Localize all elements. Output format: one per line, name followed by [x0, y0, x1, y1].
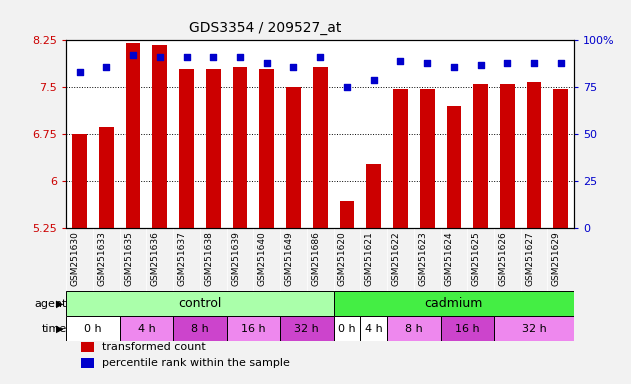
Point [262, 60, 272, 66]
Text: GSM251649: GSM251649 [285, 232, 293, 286]
Bar [286, 87, 301, 228]
Text: percentile rank within the sample: percentile rank within the sample [102, 358, 290, 368]
Text: GSM251622: GSM251622 [391, 232, 401, 286]
Text: 32 h: 32 h [522, 324, 546, 334]
Point [235, 54, 245, 60]
Bar [393, 89, 408, 228]
Point [476, 62, 486, 68]
Bar [500, 84, 515, 228]
Text: GSM251638: GSM251638 [204, 232, 213, 286]
Point [288, 64, 298, 70]
Bar [73, 134, 87, 228]
Text: GSM251629: GSM251629 [552, 232, 561, 286]
Text: GSM251686: GSM251686 [311, 232, 320, 286]
Bar [66, 316, 120, 341]
Bar [126, 43, 141, 228]
Text: time: time [42, 324, 67, 334]
Bar [339, 201, 355, 228]
Text: GSM251633: GSM251633 [97, 232, 107, 286]
Bar [81, 342, 94, 352]
Text: 0 h: 0 h [84, 324, 102, 334]
Text: GSM251635: GSM251635 [124, 232, 133, 286]
Text: 4 h: 4 h [138, 324, 155, 334]
Bar [367, 164, 381, 228]
Point [128, 52, 138, 58]
Bar [259, 68, 274, 228]
Bar [494, 316, 574, 341]
Text: GSM251625: GSM251625 [471, 232, 481, 286]
Text: GSM251623: GSM251623 [418, 232, 427, 286]
Bar [440, 316, 494, 341]
Text: GSM251627: GSM251627 [525, 232, 534, 286]
Bar [66, 291, 334, 316]
Point [529, 60, 539, 66]
Point [396, 58, 406, 64]
Bar [553, 89, 568, 228]
Text: 8 h: 8 h [405, 324, 423, 334]
Bar [527, 82, 541, 228]
Text: ▶: ▶ [56, 298, 63, 308]
Text: 4 h: 4 h [365, 324, 382, 334]
Bar [334, 316, 360, 341]
Bar [233, 67, 247, 228]
Text: 16 h: 16 h [455, 324, 480, 334]
Text: GSM251637: GSM251637 [177, 232, 187, 286]
Bar [360, 316, 387, 341]
Text: 8 h: 8 h [191, 324, 209, 334]
Bar [81, 358, 94, 368]
Point [556, 60, 566, 66]
Text: GSM251639: GSM251639 [231, 232, 240, 286]
Text: transformed count: transformed count [102, 342, 206, 352]
Text: GSM251630: GSM251630 [71, 232, 80, 286]
Point [369, 77, 379, 83]
Bar [313, 67, 327, 228]
Point [102, 64, 112, 70]
Text: GDS3354 / 209527_at: GDS3354 / 209527_at [189, 21, 341, 35]
Bar [120, 316, 173, 341]
Bar [420, 89, 435, 228]
Bar [334, 291, 574, 316]
Bar [179, 68, 194, 228]
Point [155, 54, 165, 60]
Bar [387, 316, 440, 341]
Point [422, 60, 432, 66]
Text: GSM251620: GSM251620 [338, 232, 347, 286]
Text: GSM251621: GSM251621 [365, 232, 374, 286]
Point [449, 64, 459, 70]
Point [502, 60, 512, 66]
Text: agent: agent [35, 298, 67, 308]
Text: GSM251640: GSM251640 [258, 232, 267, 286]
Text: ▶: ▶ [56, 324, 63, 334]
Text: 16 h: 16 h [241, 324, 266, 334]
Bar [99, 127, 114, 228]
Bar [280, 316, 334, 341]
Bar [447, 106, 461, 228]
Point [342, 84, 352, 90]
Point [74, 69, 85, 75]
Point [208, 54, 218, 60]
Text: GSM251636: GSM251636 [151, 232, 160, 286]
Bar [206, 69, 221, 228]
Bar [227, 316, 280, 341]
Text: GSM251626: GSM251626 [498, 232, 507, 286]
Bar [173, 316, 227, 341]
Point [182, 54, 192, 60]
Bar [153, 45, 167, 228]
Text: GSM251624: GSM251624 [445, 232, 454, 286]
Text: 0 h: 0 h [338, 324, 356, 334]
Point [315, 54, 326, 60]
Text: control: control [178, 297, 221, 310]
Text: cadmium: cadmium [425, 297, 483, 310]
Text: 32 h: 32 h [295, 324, 319, 334]
Bar [473, 84, 488, 228]
